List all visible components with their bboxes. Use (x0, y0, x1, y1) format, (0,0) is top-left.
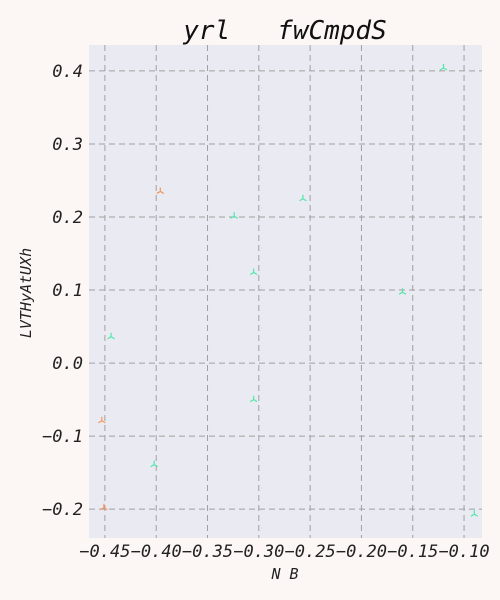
x-tick-label: −0.40 (131, 542, 182, 562)
data-point-series-2 (439, 64, 448, 71)
y-tick-label: 0.1 (52, 281, 83, 301)
x-tick-label: −0.10 (438, 542, 489, 562)
x-tick-label: −0.15 (387, 542, 438, 562)
data-point-series-1 (156, 187, 165, 194)
chart-title: yrl fwCmpdS (182, 16, 387, 46)
y-axis-label: LVTHyAtUXh (17, 248, 35, 338)
x-tick-label: −0.30 (233, 542, 284, 562)
x-tick-label: −0.25 (285, 542, 336, 562)
data-point-series-2 (470, 510, 479, 517)
data-point-series-2 (249, 395, 258, 403)
data-point-series-2 (398, 288, 407, 295)
data-point-series-2 (299, 194, 307, 202)
y-tick-label: 0.4 (52, 62, 83, 82)
data-point-series-2 (249, 268, 258, 276)
y-tick-labels: 0.4 0.3 0.2 0.1 0.0 −0.1 −0.2 (42, 62, 83, 520)
y-tick-label: 0.0 (52, 354, 83, 374)
data-point-series-2 (107, 332, 115, 340)
x-tick-labels: −0.45 −0.40 −0.35 −0.30 −0.25 −0.20 −0.15 −0.10 (79, 542, 489, 562)
x-tick-label: −0.45 (79, 542, 130, 562)
data-point-series-1 (98, 416, 106, 424)
data-point-series-1 (100, 503, 108, 511)
data-point-series-2 (230, 212, 238, 219)
data-points (98, 64, 479, 517)
y-tick-label: 0.2 (52, 208, 83, 228)
y-tick-label: −0.2 (42, 500, 83, 520)
plot-area (89, 45, 482, 538)
data-point-series-2 (150, 460, 158, 468)
y-tick-label: −0.1 (42, 427, 83, 447)
grid-lines (89, 45, 482, 538)
x-tick-label: −0.20 (336, 542, 387, 562)
x-tick-label: −0.35 (182, 542, 233, 562)
y-tick-label: 0.3 (52, 135, 83, 155)
x-axis-label: N B (270, 565, 298, 583)
